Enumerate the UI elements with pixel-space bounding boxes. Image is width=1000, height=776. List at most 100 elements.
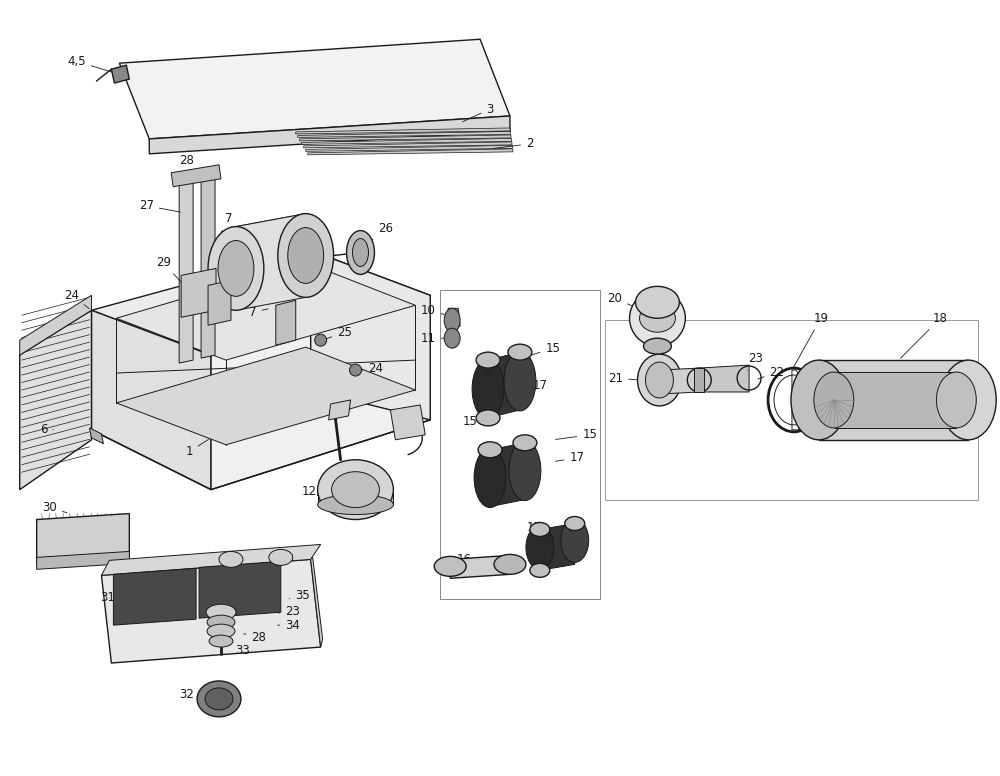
Ellipse shape <box>288 227 324 283</box>
Text: 15: 15 <box>525 341 560 357</box>
Polygon shape <box>302 138 511 144</box>
Ellipse shape <box>530 563 550 577</box>
Polygon shape <box>699 365 749 392</box>
Ellipse shape <box>630 290 685 346</box>
Ellipse shape <box>208 227 264 310</box>
Text: 6: 6 <box>40 424 54 436</box>
Polygon shape <box>304 142 512 148</box>
Ellipse shape <box>526 525 554 570</box>
Polygon shape <box>329 400 351 420</box>
Polygon shape <box>91 310 211 490</box>
Polygon shape <box>201 168 215 358</box>
Polygon shape <box>20 296 91 355</box>
Polygon shape <box>101 559 321 663</box>
Polygon shape <box>300 135 511 141</box>
Polygon shape <box>119 40 510 139</box>
Ellipse shape <box>207 615 235 629</box>
Polygon shape <box>211 296 430 490</box>
Text: 7: 7 <box>215 212 233 243</box>
Ellipse shape <box>332 472 379 508</box>
Ellipse shape <box>509 441 541 501</box>
Ellipse shape <box>791 360 847 440</box>
Polygon shape <box>296 128 510 134</box>
Polygon shape <box>306 145 512 151</box>
Ellipse shape <box>476 352 500 368</box>
Ellipse shape <box>278 213 334 297</box>
Polygon shape <box>181 268 216 317</box>
Ellipse shape <box>508 345 532 360</box>
Text: 29: 29 <box>156 256 182 283</box>
Text: 31: 31 <box>100 591 134 604</box>
Ellipse shape <box>218 241 254 296</box>
Polygon shape <box>171 165 221 187</box>
Polygon shape <box>236 213 306 310</box>
Ellipse shape <box>444 308 460 332</box>
Ellipse shape <box>444 328 460 348</box>
Polygon shape <box>116 347 415 445</box>
Ellipse shape <box>347 230 374 275</box>
Ellipse shape <box>197 681 241 717</box>
Ellipse shape <box>474 448 506 508</box>
Text: 15: 15 <box>526 521 549 535</box>
Polygon shape <box>311 251 430 420</box>
Ellipse shape <box>219 552 243 567</box>
Ellipse shape <box>940 360 996 440</box>
Text: 17: 17 <box>525 379 547 392</box>
Polygon shape <box>116 262 415 360</box>
Text: 14: 14 <box>408 424 423 436</box>
Polygon shape <box>89 428 103 444</box>
Text: 23: 23 <box>279 605 300 618</box>
Polygon shape <box>111 65 129 83</box>
Ellipse shape <box>638 354 681 406</box>
Polygon shape <box>37 552 129 570</box>
Ellipse shape <box>639 304 675 332</box>
Ellipse shape <box>530 522 550 536</box>
Ellipse shape <box>318 494 393 514</box>
Polygon shape <box>490 443 525 507</box>
Text: 10: 10 <box>421 303 445 317</box>
Ellipse shape <box>565 517 585 531</box>
Ellipse shape <box>206 605 236 620</box>
Polygon shape <box>149 116 510 154</box>
Text: 8,9: 8,9 <box>303 256 328 269</box>
Polygon shape <box>540 524 575 570</box>
Text: 18: 18 <box>901 312 948 359</box>
Polygon shape <box>308 149 513 155</box>
Polygon shape <box>91 251 430 355</box>
Ellipse shape <box>478 442 502 458</box>
Text: 24: 24 <box>64 289 89 309</box>
Polygon shape <box>113 568 196 625</box>
Text: 16: 16 <box>457 553 476 566</box>
Text: 20: 20 <box>607 292 635 307</box>
Ellipse shape <box>315 334 327 346</box>
Ellipse shape <box>645 362 673 398</box>
Text: 25: 25 <box>325 326 352 339</box>
Text: 12,13: 12,13 <box>302 485 350 498</box>
Text: 17: 17 <box>556 452 584 464</box>
Ellipse shape <box>269 549 293 566</box>
Ellipse shape <box>434 556 466 577</box>
Ellipse shape <box>318 459 393 519</box>
Polygon shape <box>390 405 425 440</box>
Ellipse shape <box>353 238 368 266</box>
Text: 27: 27 <box>139 199 180 212</box>
Polygon shape <box>318 490 393 504</box>
Text: 11: 11 <box>421 331 444 345</box>
Text: 28: 28 <box>244 631 266 643</box>
Polygon shape <box>311 557 323 647</box>
Polygon shape <box>37 514 129 563</box>
Polygon shape <box>659 368 699 394</box>
Ellipse shape <box>472 359 504 419</box>
Text: 24: 24 <box>359 362 383 375</box>
Text: 7: 7 <box>249 306 268 319</box>
Text: 1: 1 <box>185 439 209 459</box>
Text: 23: 23 <box>747 352 763 370</box>
Text: 15: 15 <box>463 415 487 428</box>
Text: 30: 30 <box>42 501 67 514</box>
Polygon shape <box>694 368 704 392</box>
Ellipse shape <box>513 435 537 451</box>
Ellipse shape <box>814 372 854 428</box>
Polygon shape <box>819 360 968 440</box>
Polygon shape <box>179 173 193 363</box>
Ellipse shape <box>936 372 976 428</box>
